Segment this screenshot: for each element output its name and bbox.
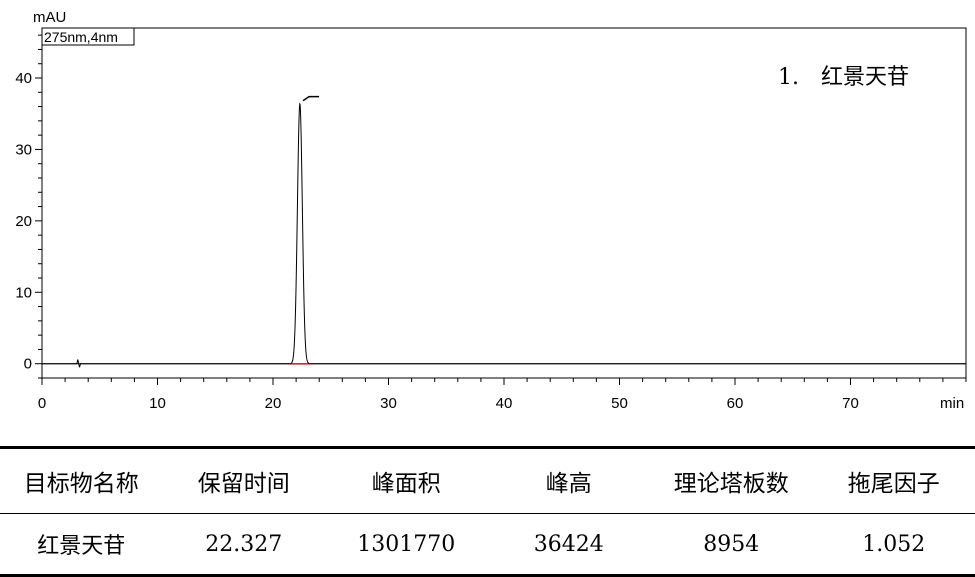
header-retention-time: 保留时间 bbox=[163, 448, 326, 514]
y-tick-label: 20 bbox=[15, 213, 32, 230]
header-compound-name: 目标物名称 bbox=[0, 448, 163, 514]
x-tick-label: 60 bbox=[727, 395, 744, 412]
y-axis-unit: mAU bbox=[33, 9, 66, 26]
cell-theoretical-plates: 8954 bbox=[650, 514, 813, 576]
y-tick-label: 0 bbox=[24, 356, 32, 373]
x-tick-label: 30 bbox=[380, 395, 397, 412]
header-peak-area: 峰面积 bbox=[325, 448, 488, 514]
x-tick-label: 70 bbox=[842, 395, 859, 412]
channel-label: 275nm,4nm bbox=[44, 29, 118, 45]
chromatogram: 0 10 20 30 40 50 60 70 0 10 20 30 40 mAU min 275nm,… bbox=[0, 0, 975, 440]
peak-legend-label: 1. 红景天苷 bbox=[778, 65, 909, 90]
cell-peak-height: 36424 bbox=[488, 514, 651, 576]
cell-tailing-factor: 1.052 bbox=[813, 514, 975, 576]
x-tick-label: 20 bbox=[265, 395, 282, 412]
cell-retention-time: 22.327 bbox=[163, 514, 326, 576]
header-tailing-factor: 拖尾因子 bbox=[813, 448, 975, 514]
x-tick-label: 0 bbox=[38, 395, 46, 412]
peak-apex-marker bbox=[303, 97, 319, 101]
y-axis-ticks: 0 10 20 30 40 bbox=[15, 35, 42, 378]
x-tick-label: 50 bbox=[611, 395, 628, 412]
cell-compound-name: 红景天苷 bbox=[0, 514, 163, 576]
x-tick-label: 10 bbox=[149, 395, 166, 412]
x-axis-unit: min bbox=[940, 395, 964, 412]
chromatogram-trace bbox=[42, 104, 966, 367]
y-tick-label: 30 bbox=[15, 141, 32, 158]
x-tick-label: 40 bbox=[496, 395, 513, 412]
y-tick-label: 10 bbox=[15, 284, 32, 301]
header-peak-height: 峰高 bbox=[488, 448, 651, 514]
y-tick-label: 40 bbox=[15, 70, 32, 87]
results-table: 目标物名称 保留时间 峰面积 峰高 理论塔板数 拖尾因子 红景天苷 22.327… bbox=[0, 446, 975, 577]
table-header-row: 目标物名称 保留时间 峰面积 峰高 理论塔板数 拖尾因子 bbox=[0, 448, 975, 514]
header-theoretical-plates: 理论塔板数 bbox=[650, 448, 813, 514]
x-axis-ticks: 0 10 20 30 40 50 60 70 bbox=[38, 378, 966, 412]
table-row: 红景天苷 22.327 1301770 36424 8954 1.052 bbox=[0, 514, 975, 576]
cell-peak-area: 1301770 bbox=[325, 514, 488, 576]
